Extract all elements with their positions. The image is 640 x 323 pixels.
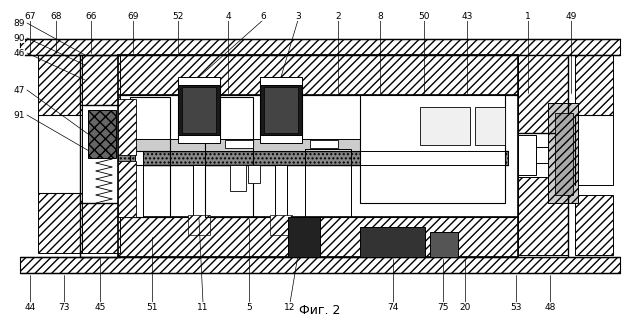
Bar — [118, 95, 518, 217]
Text: 51: 51 — [147, 303, 157, 311]
Bar — [260, 82, 302, 138]
Text: 2: 2 — [335, 12, 341, 20]
Text: 74: 74 — [387, 303, 399, 311]
Bar — [135, 151, 143, 217]
Bar — [182, 87, 216, 133]
Text: 50: 50 — [419, 12, 429, 20]
Text: 5: 5 — [246, 303, 252, 311]
Bar — [118, 151, 508, 165]
Bar — [178, 135, 220, 143]
Bar — [555, 113, 573, 195]
Bar — [118, 55, 518, 95]
Bar — [260, 77, 302, 85]
Bar — [193, 165, 205, 217]
Bar — [518, 133, 568, 177]
Bar — [80, 203, 120, 253]
Bar — [475, 107, 505, 145]
Bar — [80, 105, 120, 203]
Bar — [360, 95, 505, 203]
Bar — [20, 257, 620, 273]
Text: 48: 48 — [544, 303, 556, 311]
Text: 47: 47 — [13, 86, 25, 95]
Text: 89: 89 — [13, 18, 25, 27]
Text: 75: 75 — [437, 303, 449, 311]
Bar — [118, 217, 518, 257]
Text: 90: 90 — [13, 34, 25, 43]
Bar — [230, 165, 246, 191]
Text: 45: 45 — [94, 303, 106, 311]
Bar — [305, 149, 351, 217]
Text: Фиг. 2: Фиг. 2 — [300, 304, 340, 317]
Bar — [130, 139, 460, 151]
Bar — [264, 87, 298, 133]
Bar — [360, 227, 425, 257]
Bar — [38, 193, 82, 253]
Bar — [518, 55, 568, 133]
Text: 69: 69 — [127, 12, 139, 20]
Text: 49: 49 — [565, 12, 577, 20]
Bar — [118, 99, 136, 155]
Text: 6: 6 — [260, 12, 266, 20]
Text: 3: 3 — [295, 12, 301, 20]
Bar — [248, 165, 260, 183]
Bar — [270, 215, 292, 235]
Bar — [536, 147, 568, 163]
Bar — [188, 215, 210, 235]
Text: 43: 43 — [461, 12, 473, 20]
Text: 52: 52 — [172, 12, 184, 20]
Bar — [575, 115, 613, 185]
Text: 8: 8 — [377, 12, 383, 20]
Text: 20: 20 — [460, 303, 470, 311]
Bar — [275, 165, 287, 217]
Text: 46: 46 — [13, 48, 25, 57]
Bar — [548, 103, 578, 203]
Text: 68: 68 — [51, 12, 61, 20]
Bar — [178, 82, 220, 138]
Bar — [88, 110, 116, 158]
Bar — [178, 77, 220, 85]
Bar — [288, 217, 320, 257]
Bar — [130, 97, 170, 217]
Bar — [80, 55, 120, 105]
Bar — [575, 55, 613, 115]
Text: 44: 44 — [24, 303, 36, 311]
Bar — [536, 147, 568, 163]
Bar — [310, 140, 338, 148]
Bar — [38, 55, 82, 115]
Bar — [518, 135, 536, 175]
Bar — [20, 39, 620, 55]
Bar — [205, 97, 253, 217]
Text: 11: 11 — [197, 303, 209, 311]
Bar — [225, 140, 253, 148]
Text: 12: 12 — [284, 303, 296, 311]
Text: 4: 4 — [225, 12, 231, 20]
Bar — [430, 232, 458, 257]
Text: 73: 73 — [58, 303, 70, 311]
Text: 67: 67 — [24, 12, 36, 20]
Bar — [38, 115, 82, 193]
Bar — [118, 161, 136, 217]
Text: 1: 1 — [525, 12, 531, 20]
Bar — [518, 177, 568, 255]
Bar — [575, 195, 613, 255]
Text: 91: 91 — [13, 110, 25, 120]
Text: 66: 66 — [85, 12, 97, 20]
Bar — [260, 135, 302, 143]
Bar — [420, 107, 470, 145]
Text: 53: 53 — [510, 303, 522, 311]
